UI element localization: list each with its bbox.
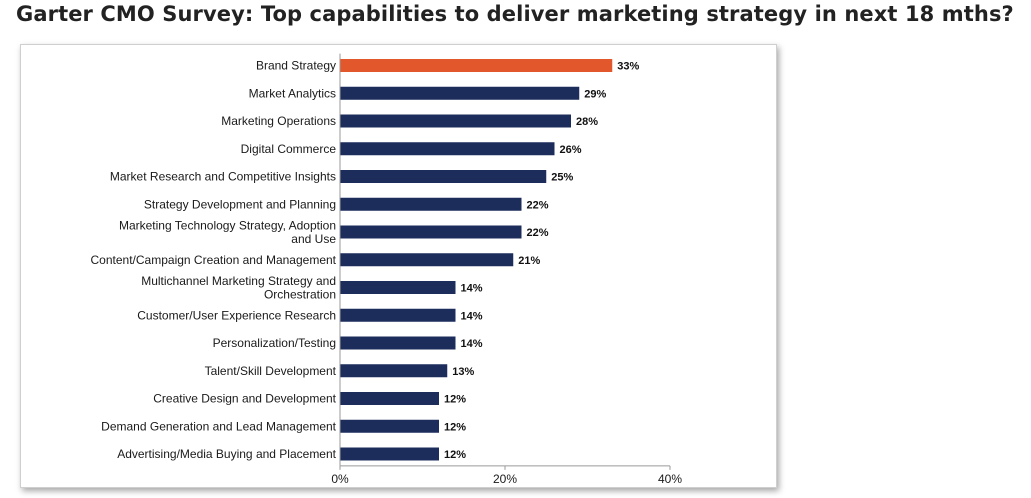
category-label: Advertising/Media Buying and Placement xyxy=(117,447,336,461)
category-label: Marketing Operations xyxy=(221,114,336,128)
bar-value-label: 28% xyxy=(576,116,598,128)
category-label: Talent/Skill Development xyxy=(205,364,337,378)
category-label: Brand Strategy xyxy=(256,59,336,73)
bar xyxy=(340,114,571,128)
bar xyxy=(340,308,456,322)
category-label: Strategy Development and Planning xyxy=(144,197,336,211)
category-label: Digital Commerce xyxy=(241,142,337,156)
bar xyxy=(340,59,613,72)
bar xyxy=(340,419,439,433)
bar xyxy=(340,392,439,405)
category-label: Content/Campaign Creation and Management xyxy=(91,253,337,267)
category-label: Customer/User Experience Research xyxy=(137,308,336,322)
bar xyxy=(340,225,522,239)
bar xyxy=(340,281,456,294)
bar-chart: 33% Brand Strategy 29% Market Analytics 28% M… xyxy=(91,53,682,486)
category-label: Market Analytics xyxy=(249,86,336,100)
bar xyxy=(340,253,514,267)
bar-value-label: 29% xyxy=(584,88,606,100)
x-tick-label: 20% xyxy=(493,472,517,486)
category-label: Creative Design and Development xyxy=(153,392,336,406)
bar xyxy=(340,86,580,100)
bar-value-label: 12% xyxy=(444,394,466,406)
bar-value-label: 12% xyxy=(444,449,466,461)
category-label: and Use xyxy=(291,232,336,246)
bar xyxy=(340,336,456,350)
bar-value-label: 14% xyxy=(461,310,483,322)
bar-value-label: 26% xyxy=(560,144,582,156)
bar xyxy=(340,364,448,378)
bar xyxy=(340,170,547,183)
page-title: Garter CMO Survey: Top capabilities to d… xyxy=(16,2,1014,26)
category-label: Market Research and Competitive Insights xyxy=(110,170,336,184)
bar xyxy=(340,197,522,211)
bar-value-label: 33% xyxy=(617,61,639,73)
bar-value-label: 13% xyxy=(452,366,474,378)
bar-value-label: 21% xyxy=(518,255,540,267)
bar-value-label: 22% xyxy=(527,199,549,211)
x-tick-label: 0% xyxy=(331,472,349,486)
bar-value-label: 25% xyxy=(551,172,573,184)
category-label: Personalization/Testing xyxy=(213,336,336,350)
bar-value-label: 14% xyxy=(461,283,483,295)
bar-value-label: 22% xyxy=(527,227,549,239)
category-label: Multichannel Marketing Strategy and xyxy=(141,274,336,288)
category-label: Orchestration xyxy=(264,287,336,301)
bar xyxy=(340,447,439,461)
bar-value-label: 14% xyxy=(461,338,483,350)
bar-value-label: 12% xyxy=(444,421,466,433)
category-label: Demand Generation and Lead Management xyxy=(101,419,336,433)
chart-panel: 33% Brand Strategy 29% Market Analytics 28% M… xyxy=(20,44,777,488)
category-label: Marketing Technology Strategy, Adoption xyxy=(119,218,336,232)
x-tick-label: 40% xyxy=(658,472,682,486)
bar xyxy=(340,142,555,156)
